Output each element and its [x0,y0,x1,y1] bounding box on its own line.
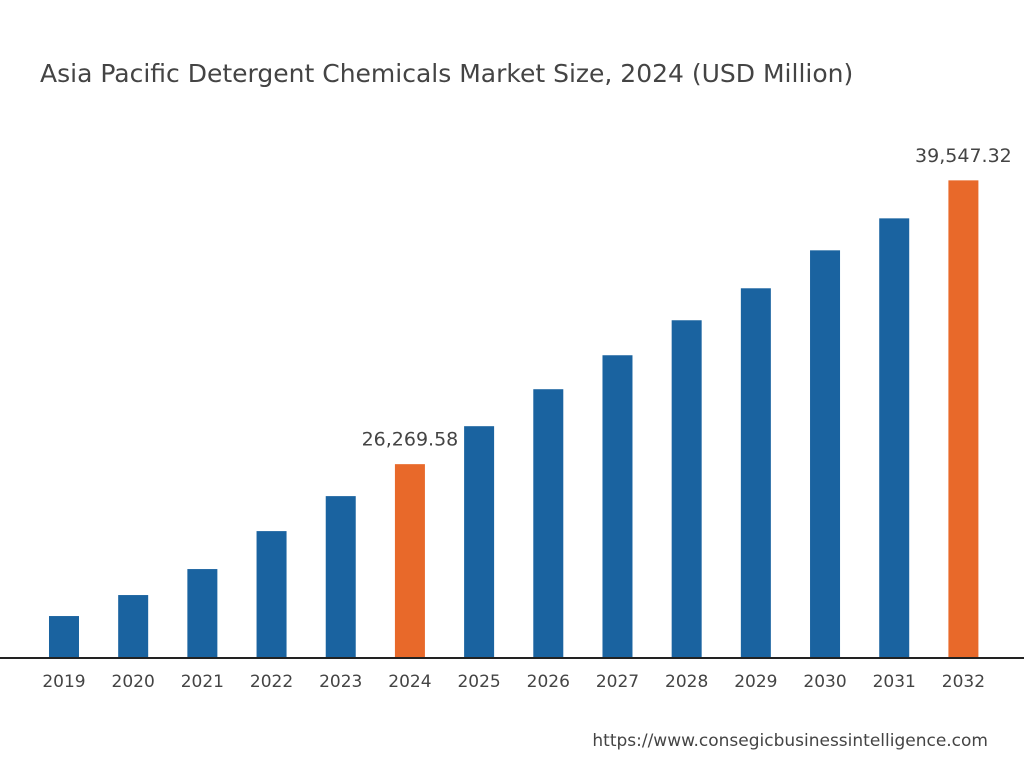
source: https://www.consegicbusinessintelligence… [592,731,988,751]
x-tick-label: 2032 [942,672,985,692]
x-tick-label: 2030 [803,672,846,692]
x-tick-label: 2020 [112,672,155,692]
bar [602,355,633,658]
bar [325,496,356,658]
bar [118,595,149,658]
x-tick-label: 2026 [527,672,570,692]
chart-title: Asia Pacific Detergent Chemicals Market … [40,59,853,88]
x-tick-label: 2028 [665,672,708,692]
x-tick-label: 2024 [388,672,431,692]
x-tick-label: 2029 [734,672,777,692]
value-label: 39,547.32 [915,145,1012,167]
x-tick-label: 2021 [181,672,224,692]
x-tick-label: 2019 [42,672,85,692]
bar [256,531,287,658]
bar [948,180,979,658]
bar [533,389,564,658]
bar [810,250,841,658]
x-tick-label: 2025 [457,672,500,692]
bar [879,218,910,658]
x-tick-label: 2023 [319,672,362,692]
bar [671,320,702,658]
x-tick-label: 2022 [250,672,293,692]
bar [187,569,218,658]
bar [740,288,771,658]
value-label: 26,269.58 [362,429,459,451]
bar [464,426,495,658]
x-tick-label: 2031 [873,672,916,692]
bar [48,616,79,658]
bar [394,464,425,658]
x-tick-label: 2027 [596,672,639,692]
